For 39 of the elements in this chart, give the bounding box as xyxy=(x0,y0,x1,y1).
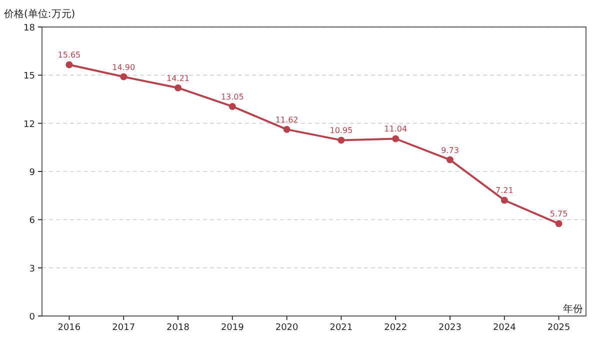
text: 9.73 xyxy=(441,146,459,155)
y-tick-label: 9 xyxy=(29,168,36,178)
point xyxy=(228,102,236,110)
point xyxy=(120,73,128,80)
y-tick-label: 15 xyxy=(24,72,35,82)
text: 11.04 xyxy=(384,124,408,134)
point xyxy=(446,156,454,164)
point xyxy=(500,196,508,204)
x-tick-label: 2025 xyxy=(547,323,570,333)
text: 15.65 xyxy=(58,50,81,60)
x-tick-label: 2017 xyxy=(112,323,136,333)
point xyxy=(392,135,400,142)
text: 14.21 xyxy=(166,74,190,83)
x-tick-label: 2020 xyxy=(275,323,299,333)
text: 10.95 xyxy=(330,126,353,136)
point xyxy=(283,126,290,133)
y-tick-label: 12 xyxy=(24,120,35,130)
text: 7.21 xyxy=(495,186,514,196)
x-axis-title: 年份 xyxy=(563,303,583,315)
y-axis-title: 价格(单位:万元) xyxy=(3,8,76,20)
point xyxy=(174,84,182,92)
y-tick-label: 0 xyxy=(29,312,36,322)
point xyxy=(338,136,345,144)
y-tick-label: 6 xyxy=(29,216,36,226)
y-tick-label: 18 xyxy=(24,24,36,34)
x-tick-label: 2019 xyxy=(220,323,244,333)
x-tick-label: 2016 xyxy=(58,323,81,333)
x-tick-label: 2023 xyxy=(438,323,462,333)
text: 5.75 xyxy=(550,210,568,219)
point xyxy=(555,220,562,228)
x-tick-label: 2024 xyxy=(492,323,516,333)
point xyxy=(66,61,73,68)
x-tick-label: 2021 xyxy=(330,323,353,333)
text: 11.62 xyxy=(275,115,298,124)
y-tick-label: 3 xyxy=(29,264,35,274)
x-tick-label: 2022 xyxy=(384,323,408,333)
text: 14.90 xyxy=(112,62,136,72)
text: 13.05 xyxy=(220,92,244,102)
x-tick-label: 2018 xyxy=(166,323,190,333)
